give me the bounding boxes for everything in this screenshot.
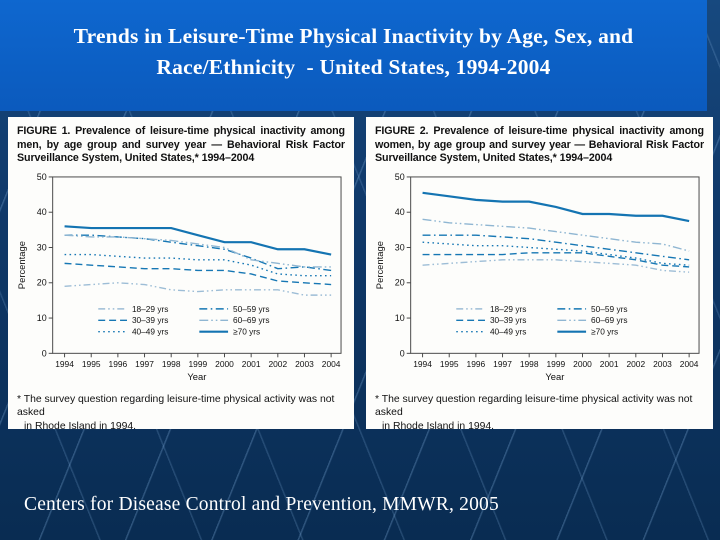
svg-text:60–69 yrs: 60–69 yrs (591, 315, 628, 325)
svg-text:50: 50 (395, 172, 405, 182)
svg-text:60–69 yrs: 60–69 yrs (233, 315, 270, 325)
figure1-footnote-line2: in Rhode Island in 1994. (24, 421, 137, 433)
svg-text:2004: 2004 (322, 359, 341, 369)
figure2-line-chart: 0 10 20 30 40 50 1994 1995 1996 1997 1998 1999 2000 2… (375, 172, 700, 382)
svg-text:Year: Year (187, 371, 206, 382)
svg-text:Percentage: Percentage (375, 241, 385, 289)
figure1-caption: FIGURE 1. Prevalence of leisure-time phy… (17, 125, 345, 165)
svg-text:≥70 yrs: ≥70 yrs (233, 326, 260, 336)
svg-text:40: 40 (395, 207, 405, 217)
svg-text:1994: 1994 (413, 359, 432, 369)
slide-title-line2: Race/Ethnicity - United States, 1994-200… (156, 55, 551, 79)
svg-text:40: 40 (37, 207, 47, 217)
slide-footer-credit: Centers for Disease Control and Preventi… (24, 494, 499, 515)
slide-title: Trends in Leisure-Time Physical Inactivi… (0, 0, 707, 83)
svg-text:1996: 1996 (109, 359, 128, 369)
svg-text:2004: 2004 (680, 359, 699, 369)
svg-text:2002: 2002 (268, 359, 287, 369)
svg-text:1998: 1998 (162, 359, 181, 369)
svg-text:≥70 yrs: ≥70 yrs (591, 326, 618, 336)
figure1-footnote-line1: * The survey question regarding leisure-… (17, 393, 335, 419)
svg-text:40–49 yrs: 40–49 yrs (490, 326, 527, 336)
figure2-footnote-line2: in Rhode Island in 1994. (382, 421, 495, 433)
svg-text:50–59 yrs: 50–59 yrs (233, 304, 270, 314)
svg-text:1998: 1998 (520, 359, 539, 369)
title-banner: Trends in Leisure-Time Physical Inactivi… (0, 0, 707, 111)
svg-text:2001: 2001 (600, 359, 619, 369)
svg-text:1999: 1999 (546, 359, 565, 369)
svg-text:50: 50 (37, 172, 47, 182)
figure2-footnote-line1: * The survey question regarding leisure-… (375, 393, 693, 419)
svg-text:18–29 yrs: 18–29 yrs (490, 304, 527, 314)
svg-text:Year: Year (545, 371, 564, 382)
slide-title-line1: Trends in Leisure-Time Physical Inactivi… (73, 24, 634, 48)
svg-text:18–29 yrs: 18–29 yrs (132, 304, 169, 314)
svg-text:2000: 2000 (215, 359, 234, 369)
svg-text:10: 10 (37, 313, 47, 323)
svg-text:40–49 yrs: 40–49 yrs (132, 326, 169, 336)
svg-text:2003: 2003 (295, 359, 314, 369)
svg-text:50–59 yrs: 50–59 yrs (591, 304, 628, 314)
svg-text:1999: 1999 (188, 359, 207, 369)
svg-text:1995: 1995 (440, 359, 459, 369)
svg-text:30–39 yrs: 30–39 yrs (490, 315, 527, 325)
svg-text:1996: 1996 (467, 359, 486, 369)
svg-text:1997: 1997 (135, 359, 154, 369)
svg-text:30–39 yrs: 30–39 yrs (132, 315, 169, 325)
svg-text:2000: 2000 (573, 359, 592, 369)
figure1-panel: FIGURE 1. Prevalence of leisure-time phy… (8, 117, 354, 432)
svg-text:2003: 2003 (653, 359, 672, 369)
figure1-footnote: * The survey question regarding leisure-… (17, 393, 345, 434)
figure1-line-chart: 0 10 20 30 40 50 1994 1995 1996 1997 1998 1999 2000 2… (17, 172, 342, 382)
svg-text:20: 20 (37, 277, 47, 287)
svg-text:2002: 2002 (626, 359, 645, 369)
figure2-panel: FIGURE 2. Prevalence of leisure-time phy… (366, 117, 713, 432)
svg-text:20: 20 (395, 277, 405, 287)
svg-text:1994: 1994 (55, 359, 74, 369)
svg-text:1995: 1995 (82, 359, 101, 369)
svg-text:10: 10 (395, 313, 405, 323)
svg-text:30: 30 (395, 242, 405, 252)
svg-text:2001: 2001 (242, 359, 261, 369)
svg-text:30: 30 (37, 242, 47, 252)
svg-text:0: 0 (42, 348, 47, 358)
figure2-caption: FIGURE 2. Prevalence of leisure-time phy… (375, 125, 704, 165)
svg-text:1997: 1997 (493, 359, 512, 369)
svg-text:0: 0 (400, 348, 405, 358)
svg-text:Percentage: Percentage (17, 241, 27, 289)
figure2-footnote: * The survey question regarding leisure-… (375, 393, 704, 434)
